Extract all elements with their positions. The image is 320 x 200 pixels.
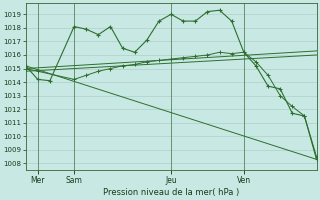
X-axis label: Pression niveau de la mer( hPa ): Pression niveau de la mer( hPa )	[103, 188, 239, 197]
